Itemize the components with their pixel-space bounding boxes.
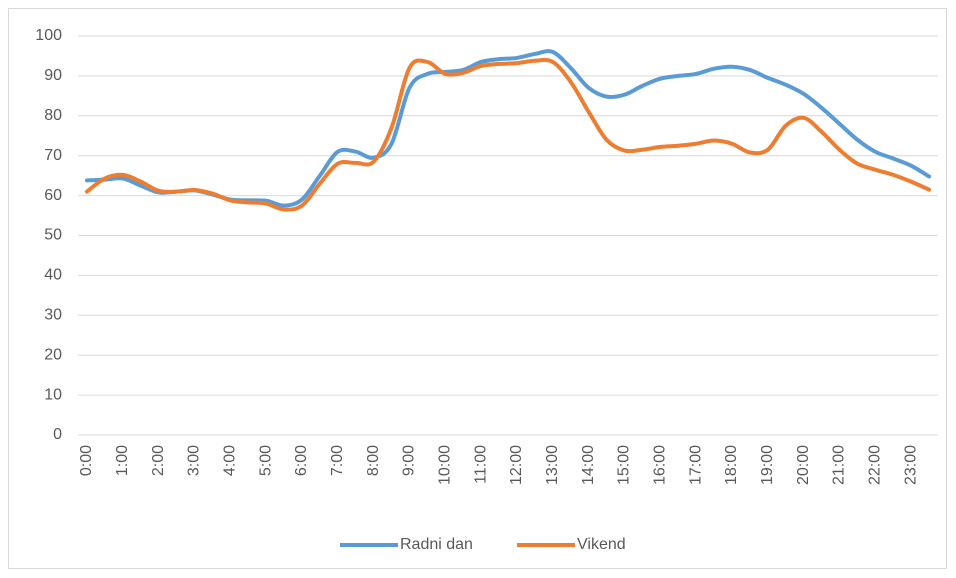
x-tick-label: 19:00 — [759, 445, 776, 485]
x-tick-label: 13:00 — [544, 445, 561, 485]
x-tick-label: 16:00 — [652, 445, 669, 485]
y-tick-label: 100 — [35, 27, 62, 44]
y-tick-label: 70 — [44, 147, 62, 164]
y-tick-label: 60 — [44, 187, 62, 204]
x-tick-label: 11:00 — [472, 445, 489, 484]
x-tick-label: 10:00 — [437, 445, 454, 485]
y-tick-label: 80 — [44, 107, 62, 124]
chart-frame — [8, 8, 947, 569]
x-tick-label: 1:00 — [114, 445, 131, 476]
x-tick-label: 20:00 — [795, 445, 812, 485]
y-tick-label: 90 — [44, 67, 62, 84]
x-tick-label: 12:00 — [508, 445, 525, 485]
legend-label: Radni dan — [400, 536, 473, 553]
line-series — [84, 57, 932, 212]
x-tick-label: 21:00 — [831, 445, 848, 485]
y-tick-label: 20 — [44, 346, 62, 363]
y-tick-label: 50 — [44, 227, 62, 244]
x-tick-label: 3:00 — [186, 445, 203, 476]
x-tick-label: 14:00 — [580, 445, 597, 485]
x-tick-label: 7:00 — [329, 445, 346, 476]
x-tick-label: 2:00 — [150, 445, 167, 476]
y-tick-label: 10 — [44, 386, 62, 403]
x-tick-label: 8:00 — [365, 445, 382, 476]
x-tick-label: 17:00 — [687, 445, 704, 485]
x-tick-label: 18:00 — [723, 445, 740, 485]
x-tick-label: 0:00 — [78, 445, 95, 476]
x-tick-label: 23:00 — [902, 445, 919, 485]
x-tick-label: 6:00 — [293, 445, 310, 476]
y-tick-label: 30 — [44, 307, 62, 324]
x-tick-label: 4:00 — [222, 445, 239, 476]
x-tick-label: 5:00 — [257, 445, 274, 476]
y-tick-label: 0 — [53, 426, 62, 443]
x-tick-label: 22:00 — [867, 445, 884, 485]
y-tick-label: 40 — [44, 267, 62, 284]
legend-label: Vikend — [577, 536, 626, 553]
x-tick-label: 15:00 — [616, 445, 633, 485]
x-tick-label: 9:00 — [401, 445, 418, 476]
